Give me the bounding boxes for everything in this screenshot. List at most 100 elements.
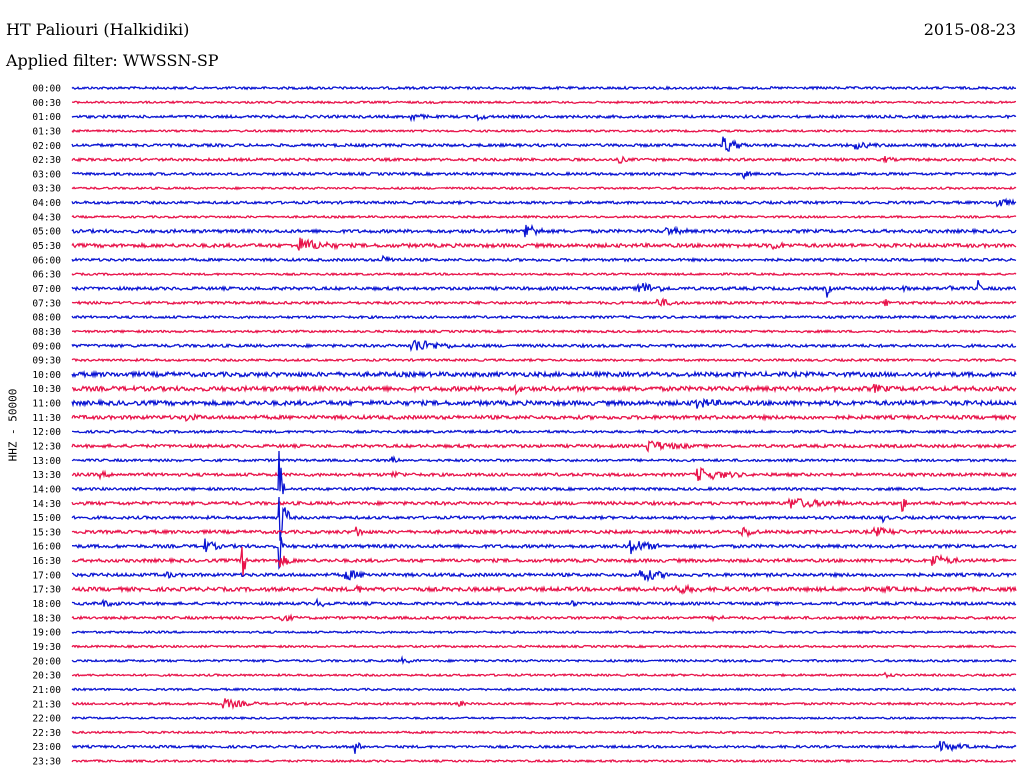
tick-label: 23:00 [32,742,61,753]
tick-label: 18:00 [32,599,61,610]
filter-label: Applied filter: WWSSN-SP [6,51,219,70]
trace-line [71,740,1017,754]
trace-line [71,671,1017,679]
trace-line [71,698,1016,710]
trace-line [71,100,1017,105]
station-title: HT Paliouri (Halkidiki) [6,20,190,39]
tick-label: 10:00 [32,370,61,381]
tick-label-layer: 00:00 00:30 01:00 01:30 02:00 02:30 03:00 03:30… [32,84,61,768]
tick-label: 04:00 [32,198,61,209]
trace-line [71,729,1017,735]
tick-label: 09:30 [32,356,61,367]
tick-label: 23:30 [32,757,61,768]
trace-line [71,583,1017,595]
trace-line [71,185,1017,191]
trace-line [71,526,1017,539]
tick-label: 03:30 [32,184,61,195]
trace-line [71,314,1017,320]
trace-line [71,128,1017,134]
trace-line [71,328,1017,334]
tick-label: 19:00 [32,628,61,639]
trace-line [71,369,1017,379]
date-label: 2015-08-23 [923,20,1016,39]
tick-label: 15:30 [32,527,61,538]
tick-label: 07:00 [32,284,61,295]
tick-label: 07:30 [32,298,61,309]
trace-line [71,136,1017,152]
trace-line [71,629,1017,635]
tick-label: 15:00 [32,513,61,524]
tick-label: 14:30 [32,499,61,510]
trace-line [71,440,1017,453]
trace-line [71,383,1017,396]
tick-label: 04:30 [32,212,61,223]
trace-line [72,536,1017,571]
tick-label: 14:00 [32,484,61,495]
tick-label: 17:00 [32,570,61,581]
trace-line [71,715,1017,721]
tick-label: 20:00 [32,656,61,667]
trace-line [71,597,1017,608]
tick-label: 05:30 [32,241,61,252]
tick-label: 03:00 [32,169,61,180]
trace-line [71,113,1017,123]
tick-label: 19:30 [32,642,61,653]
trace-line [71,155,1017,164]
tick-label: 02:30 [32,155,61,166]
trace-line [71,655,1017,666]
tick-label: 12:00 [32,427,61,438]
tick-label: 13:30 [32,470,61,481]
tick-label: 09:00 [32,341,61,352]
tick-label: 22:30 [32,728,61,739]
trace-line [71,546,1017,577]
trace-line [71,412,1017,422]
trace-line [71,687,1017,692]
tick-label: 16:30 [32,556,61,567]
tick-label: 01:00 [32,112,61,123]
trace-line [71,397,1017,409]
trace-layer [71,85,1017,764]
trace-line [71,758,1017,764]
tick-label: 17:30 [32,585,61,596]
tick-label: 18:30 [32,613,61,624]
trace-line [71,357,1017,363]
trace-line [71,280,1017,298]
tick-label: 12:30 [32,442,61,453]
tick-label: 06:30 [32,270,61,281]
tick-label: 02:00 [32,141,61,152]
trace-line [71,644,1017,649]
tick-label: 20:30 [32,671,61,682]
trace-line [71,254,1017,263]
tick-label: 08:00 [32,313,61,324]
tick-label: 06:00 [32,255,61,266]
trace-line [72,429,1017,435]
trace-line [71,455,1017,463]
trace-line [71,339,1017,353]
tick-label: 10:30 [32,384,61,395]
trace-line [71,497,1017,513]
trace-line [71,85,1017,91]
trace-line [71,214,1017,220]
trace-line [71,570,1017,583]
trace-line [71,237,1017,251]
trace-line [71,450,1017,495]
trace-line [71,466,1017,481]
trace-line [71,613,1017,623]
tick-label: 21:00 [32,685,61,696]
tick-label: 16:00 [32,542,61,553]
tick-label: 21:30 [32,699,61,710]
tick-label: 13:00 [32,456,61,467]
tick-label: 08:30 [32,327,61,338]
tick-label: 11:00 [32,399,61,410]
trace-line [71,297,1017,307]
tick-label: 00:00 [32,84,61,95]
tick-label: 11:30 [32,413,61,424]
trace-line [71,171,1017,181]
trace-line [71,223,1017,238]
tick-label: 05:00 [32,227,61,238]
trace-line [71,496,1017,541]
tick-label: 01:30 [32,126,61,137]
tick-label: 22:00 [32,714,61,725]
tick-label: 00:30 [32,98,61,109]
